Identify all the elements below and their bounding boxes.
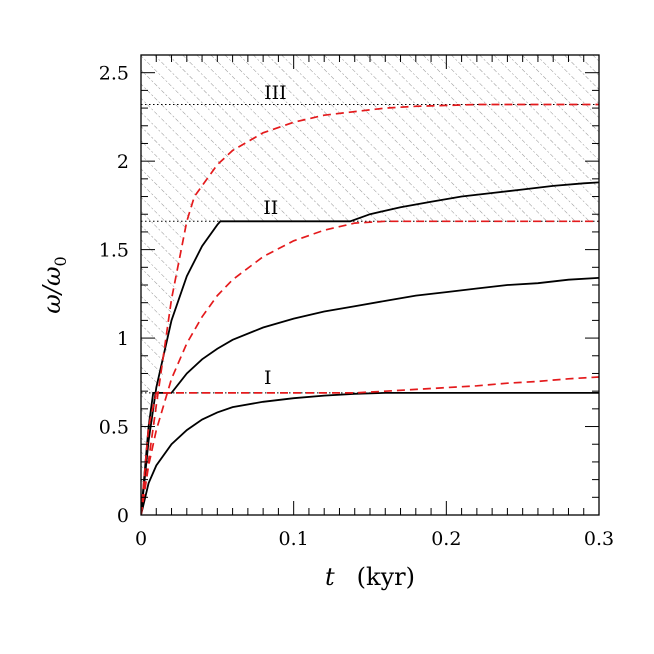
- x-tick-label: 0.2: [431, 528, 461, 550]
- y-tick-label: 0: [117, 505, 129, 527]
- x-tick-label: 0: [135, 528, 147, 550]
- region-label-II: II: [263, 197, 278, 219]
- series-lines: [141, 103, 599, 515]
- series-line-1: [141, 392, 599, 515]
- y-tick-label: 1: [117, 328, 129, 350]
- series-line-2: [141, 277, 599, 515]
- ticks: [140, 54, 600, 516]
- y-axis-title: ω/ω0: [38, 256, 70, 313]
- y-tick-label: 0.5: [99, 417, 129, 439]
- hatched-region: [141, 55, 599, 515]
- x-tick-label: 0.3: [584, 528, 614, 550]
- series-line-3: [141, 181, 599, 515]
- series-line-4: [141, 376, 599, 515]
- y-tick-label: 2.5: [99, 63, 129, 85]
- series-line-5: [141, 220, 599, 515]
- hatch-area: [141, 55, 599, 515]
- x-axis-title: t (kyr): [325, 563, 415, 591]
- y-tick-label: 2: [117, 151, 129, 173]
- region-label-I: I: [264, 367, 272, 389]
- series-line-6: [141, 103, 599, 515]
- y-tick-label: 1.5: [99, 240, 129, 262]
- x-tick-label: 0.1: [279, 528, 309, 550]
- tick-labels: 0 0.1 0.2 0.3 0 0.5 1 1.5 2 2.5: [99, 63, 614, 550]
- region-label-III: III: [264, 82, 287, 104]
